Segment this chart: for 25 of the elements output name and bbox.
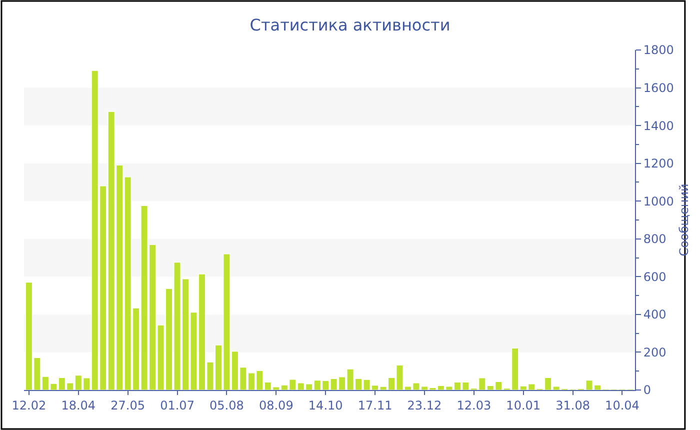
x-tick-label: 18.04 xyxy=(61,398,96,412)
x-tick-label: 08.09 xyxy=(258,398,294,412)
x-tick-label: 10.04 xyxy=(605,398,640,412)
y-tick-label: 800 xyxy=(643,232,666,246)
x-tick-label: 27.05 xyxy=(110,398,145,412)
x-tick-label: 10.01 xyxy=(506,398,541,412)
y-tick-label: 1600 xyxy=(643,80,674,95)
x-tick-label: 01.07 xyxy=(160,398,194,412)
y-tick-label: 400 xyxy=(643,308,666,322)
x-tick-label: 14.10 xyxy=(308,398,343,412)
y-tick-label: 200 xyxy=(643,345,666,360)
x-tick-label: 12.03 xyxy=(456,398,492,412)
y-tick-label: 0 xyxy=(643,383,652,398)
x-tick-label: 05.08 xyxy=(210,398,244,412)
y-axis-title: Сообщений xyxy=(676,184,691,256)
x-tick-label: 23.12 xyxy=(407,398,442,412)
y-tick-label: 1200 xyxy=(643,156,674,171)
y-tick-label: 1800 xyxy=(643,43,674,58)
y-tick-label: 600 xyxy=(643,270,666,284)
x-tick-label: 31.08 xyxy=(556,398,590,412)
y-tick-label: 1400 xyxy=(643,118,674,133)
y-tick-label: 1000 xyxy=(643,194,674,208)
chart-title: Статистика активности xyxy=(250,16,450,35)
x-tick-label: 17.11 xyxy=(358,398,392,412)
x-tick-label: 12.02 xyxy=(12,398,46,412)
